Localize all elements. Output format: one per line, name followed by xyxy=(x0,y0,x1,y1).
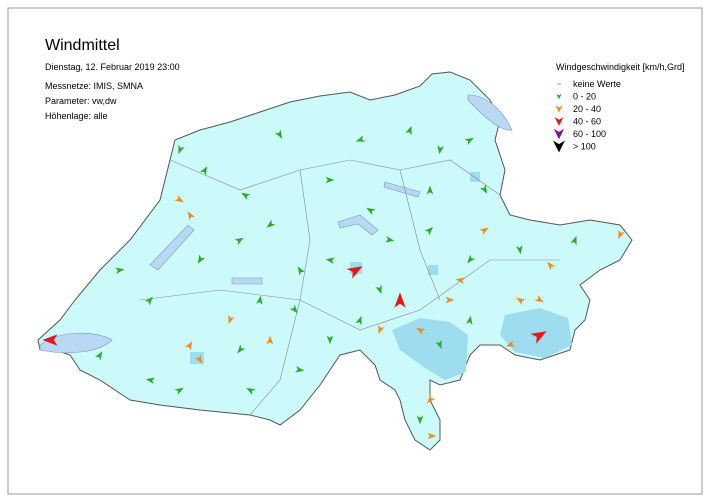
info-line: Höhenlage: alle xyxy=(45,111,108,121)
legend-label: > 100 xyxy=(573,142,596,152)
legend-marker xyxy=(554,117,564,126)
legend-label: 0 - 20 xyxy=(573,92,596,102)
legend-label: 60 - 100 xyxy=(573,129,606,139)
country-outline xyxy=(37,71,633,451)
legend-marker xyxy=(556,93,562,100)
info-line: Parameter: vw,dw xyxy=(45,96,117,106)
legend-marker xyxy=(553,128,565,140)
legend-marker xyxy=(555,105,563,113)
legend-label: keine Werte xyxy=(573,79,621,89)
date: Dienstag, 12. Februar 2019 23:00 xyxy=(45,62,180,72)
legend-marker xyxy=(553,140,565,153)
legend: keine Werte 0 - 20 20 - 40 40 - 60 60 - 100 >… xyxy=(553,79,621,153)
legend-title: Windgeschwindigkeit [km/h,Grd] xyxy=(556,62,685,72)
info-lines: Messnetze: IMIS, SMNA Parameter: vw,dw Höh… xyxy=(45,81,143,121)
lakes xyxy=(39,94,513,354)
title: Windmittel xyxy=(45,37,120,54)
legend-label: 40 - 60 xyxy=(573,117,601,127)
canton-borders xyxy=(139,159,560,416)
legend-label: 20 - 40 xyxy=(573,104,601,114)
info-line: Messnetze: IMIS, SMNA xyxy=(45,81,143,91)
